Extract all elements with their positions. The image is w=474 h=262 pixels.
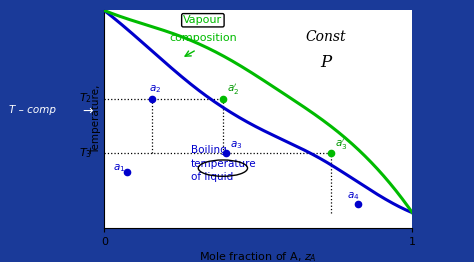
Text: Vapour: Vapour	[183, 15, 222, 25]
Text: $a_1$: $a_1$	[113, 162, 126, 173]
Text: composition: composition	[169, 33, 237, 43]
Text: $a_3$: $a_3$	[230, 139, 243, 151]
Y-axis label: Temperature,: Temperature,	[91, 85, 101, 154]
Text: T – comp: T – comp	[9, 105, 56, 115]
Text: Boiling
temperature
of liquid: Boiling temperature of liquid	[191, 145, 256, 182]
Text: $T_3$: $T_3$	[79, 146, 92, 160]
Text: $a_2'$: $a_2'$	[227, 81, 239, 97]
Text: $a_3'$: $a_3'$	[335, 137, 347, 152]
Text: Const: Const	[306, 30, 346, 43]
Text: P: P	[320, 54, 332, 71]
Text: $T_2$: $T_2$	[79, 92, 92, 105]
Text: →: →	[82, 105, 93, 118]
Text: $a_2$: $a_2$	[149, 84, 162, 95]
X-axis label: Mole fraction of A, $z_A$: Mole fraction of A, $z_A$	[200, 250, 317, 262]
Text: $a_4$: $a_4$	[347, 190, 360, 202]
